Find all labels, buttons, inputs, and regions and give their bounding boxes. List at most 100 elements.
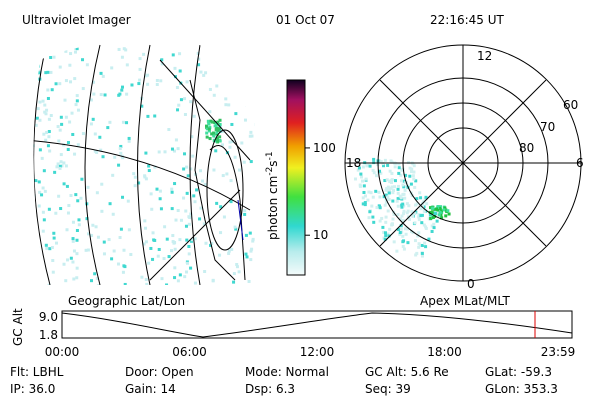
pixel (399, 224, 403, 228)
pixel (221, 129, 225, 133)
pixel (361, 179, 365, 183)
pixel (41, 229, 45, 233)
pixel (203, 182, 207, 186)
pixel (184, 209, 188, 213)
pixel (122, 248, 126, 252)
pixel (99, 71, 103, 75)
pixel (213, 57, 217, 61)
pixel (423, 241, 427, 245)
pixel (433, 212, 437, 216)
pixel (381, 162, 385, 166)
pixel (86, 185, 90, 189)
pixel (143, 219, 147, 223)
pixel (404, 232, 408, 236)
pixel (73, 77, 77, 81)
pixel (38, 148, 42, 152)
pixel (178, 273, 182, 277)
pixel (250, 247, 254, 251)
pixel (234, 227, 238, 231)
pixel (390, 185, 394, 189)
pixel (402, 185, 406, 189)
pixel (384, 234, 388, 238)
pixel (356, 168, 360, 172)
pixel (47, 207, 51, 211)
pixel (66, 211, 70, 215)
pixel (360, 175, 364, 179)
pixel (391, 191, 395, 195)
pixel (413, 239, 417, 243)
pixel (178, 52, 182, 56)
pixel (380, 216, 384, 220)
pixel (227, 103, 231, 107)
pixel (244, 252, 248, 256)
altitude-curve (61, 312, 573, 338)
pixel (133, 184, 137, 188)
pixel (361, 202, 365, 206)
pixel (160, 58, 164, 62)
pixel (213, 137, 217, 141)
pixel (62, 161, 66, 165)
pixel (167, 128, 171, 132)
pixel (91, 223, 95, 227)
pixel (417, 245, 421, 249)
pixel (228, 145, 232, 149)
pixel (192, 194, 196, 198)
pixel (221, 174, 225, 178)
pixel (215, 136, 219, 140)
pixel (184, 224, 188, 228)
lat-label: 70 (540, 120, 555, 134)
pixel (193, 200, 197, 204)
pixel (404, 173, 408, 177)
pixel (69, 194, 73, 198)
pixel (179, 218, 183, 222)
pixel (44, 112, 48, 116)
pixel (439, 213, 443, 217)
pixel (230, 122, 234, 126)
pixel (440, 209, 444, 213)
pixel (386, 163, 390, 167)
pixel (205, 127, 209, 131)
pixel (58, 82, 62, 86)
pixel (387, 234, 391, 238)
pixel (93, 272, 97, 276)
pixel (429, 216, 433, 220)
pixel (401, 192, 405, 196)
pixel (391, 199, 395, 203)
pixel (189, 167, 193, 171)
pixel (174, 218, 178, 222)
pixel (189, 100, 193, 104)
pixel (388, 227, 392, 231)
pixel (383, 179, 387, 183)
pixel (229, 200, 233, 204)
pixel (171, 53, 175, 57)
pixel (101, 155, 105, 159)
pixel (50, 246, 54, 250)
pixel (34, 123, 38, 127)
pixel (99, 93, 103, 97)
pixel (390, 222, 394, 226)
pixel (193, 237, 197, 241)
pixel (44, 71, 48, 75)
pixel (54, 211, 58, 215)
pixel (401, 202, 405, 206)
pixel (125, 92, 129, 96)
pixel (397, 162, 401, 166)
pixel (33, 246, 34, 250)
pixel (173, 266, 177, 270)
pixel (144, 74, 148, 78)
pixel (215, 122, 219, 126)
status-field: Mode: Normal (245, 365, 329, 379)
pixel (403, 188, 407, 192)
pixel (33, 232, 36, 236)
pixel (142, 242, 146, 246)
pixel (361, 196, 365, 200)
pixel (35, 251, 39, 255)
pixel (411, 231, 415, 235)
pixel (35, 116, 39, 120)
pixel (237, 168, 241, 172)
pixel (45, 131, 49, 135)
pixel (177, 103, 181, 107)
pixel (95, 276, 99, 280)
pixel (204, 241, 208, 245)
pixel (69, 80, 73, 84)
